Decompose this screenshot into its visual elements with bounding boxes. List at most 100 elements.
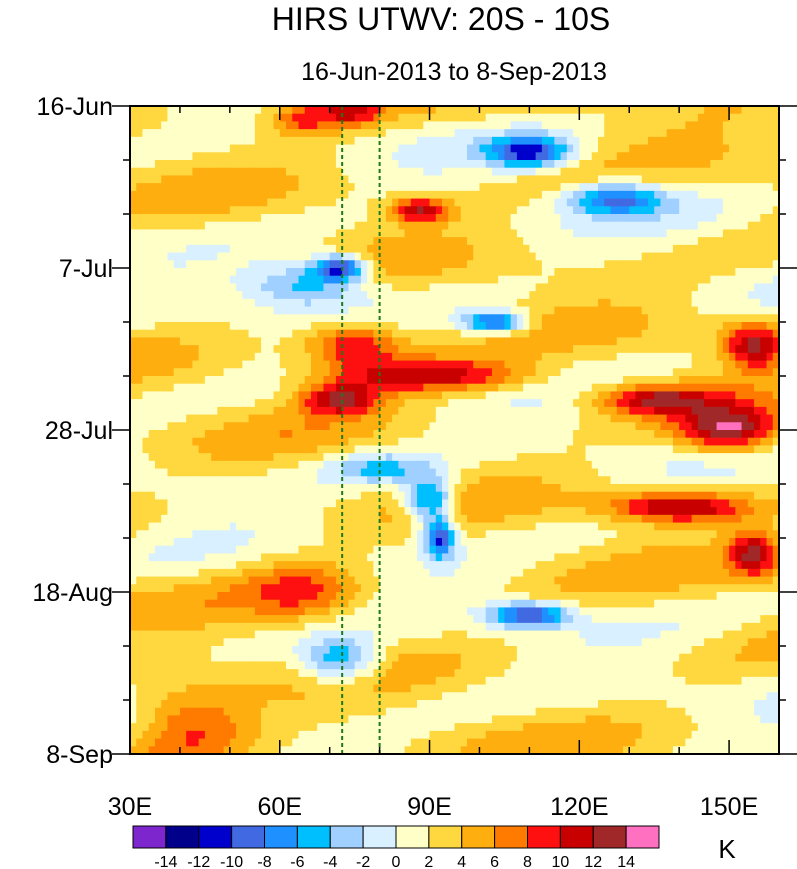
heatmap-cell — [392, 306, 399, 315]
heatmap-cell — [579, 298, 587, 308]
heatmap-cell — [385, 106, 393, 115]
heatmap-cell — [510, 167, 518, 177]
heatmap-cell — [498, 368, 506, 377]
heatmap-cell — [485, 337, 493, 346]
heatmap-cell — [142, 252, 150, 261]
heatmap-cell — [679, 445, 686, 454]
heatmap-cell — [329, 422, 337, 431]
heatmap-cell — [179, 322, 187, 331]
heatmap-cell — [342, 136, 350, 146]
heatmap-cell — [392, 275, 399, 285]
heatmap-cell — [154, 453, 162, 462]
heatmap-cell — [491, 144, 499, 153]
heatmap-cell — [161, 430, 169, 439]
heatmap-cell — [454, 368, 462, 377]
heatmap-cell — [573, 322, 580, 331]
heatmap-cell — [198, 129, 206, 138]
heatmap-cell — [161, 422, 169, 431]
heatmap-cell — [173, 113, 181, 123]
heatmap-cell — [454, 306, 462, 315]
heatmap-cell — [398, 352, 406, 362]
heatmap-cell — [335, 298, 343, 308]
heatmap-cell — [385, 453, 393, 462]
heatmap-cell — [641, 268, 649, 277]
heatmap-cell — [679, 399, 686, 408]
heatmap-cell — [298, 167, 306, 177]
heatmap-cell — [317, 237, 325, 246]
heatmap-cell — [691, 260, 699, 269]
heatmap-cell — [491, 244, 499, 254]
heatmap-cell — [585, 298, 593, 308]
heatmap-cell — [348, 391, 356, 400]
heatmap-cell — [516, 129, 524, 138]
heatmap-cell — [298, 275, 306, 285]
heatmap-cell — [217, 383, 225, 393]
heatmap-cell — [448, 221, 456, 231]
heatmap-cell — [604, 391, 612, 400]
heatmap-cell — [148, 121, 156, 130]
heatmap-cell — [392, 152, 399, 161]
heatmap-cell — [622, 298, 630, 308]
heatmap-cell — [211, 129, 218, 138]
heatmap-cell — [423, 136, 431, 146]
heatmap-cell — [217, 329, 225, 339]
heatmap-cell — [554, 206, 562, 215]
heatmap-cell — [342, 113, 350, 123]
heatmap-cell — [579, 414, 587, 423]
heatmap-cell — [417, 468, 424, 477]
heatmap-cell — [523, 468, 530, 477]
heatmap-cell — [329, 306, 337, 315]
heatmap-cell — [454, 383, 462, 393]
heatmap-cell — [229, 391, 237, 400]
heatmap-cell — [710, 229, 718, 238]
heatmap-cell — [579, 121, 587, 130]
heatmap-cell — [254, 229, 262, 238]
heatmap-cell — [454, 214, 462, 223]
heatmap-cell — [379, 152, 387, 161]
heatmap-cell — [179, 399, 187, 408]
heatmap-cell — [641, 144, 649, 153]
heatmap-cell — [404, 329, 412, 339]
heatmap-cell — [267, 144, 275, 153]
heatmap-cell — [598, 383, 605, 393]
heatmap-cell — [504, 453, 512, 462]
heatmap-cell — [491, 445, 499, 454]
heatmap-cell — [385, 121, 393, 130]
heatmap-cell — [691, 291, 699, 300]
heatmap-cell — [286, 113, 293, 123]
heatmap-cell — [360, 144, 368, 153]
heatmap-cell — [130, 229, 137, 238]
heatmap-cell — [348, 468, 356, 477]
heatmap-cell — [254, 291, 262, 300]
heatmap-cell — [647, 391, 655, 400]
heatmap-cell — [304, 453, 312, 462]
heatmap-cell — [248, 468, 256, 477]
heatmap-cell — [211, 136, 218, 146]
heatmap-cell — [392, 298, 399, 308]
heatmap-cell — [635, 275, 643, 285]
heatmap-cell — [491, 337, 499, 346]
heatmap-cell — [491, 345, 499, 354]
heatmap-cell — [236, 160, 243, 169]
heatmap-cell — [204, 121, 212, 130]
heatmap-cell — [279, 460, 287, 470]
heatmap-cell — [598, 152, 605, 161]
heatmap-cell — [211, 268, 218, 277]
heatmap-cell — [766, 167, 774, 177]
heatmap-cell — [148, 244, 156, 254]
heatmap-cell — [279, 206, 287, 215]
heatmap-cell — [148, 198, 156, 207]
heatmap-cell — [635, 391, 643, 400]
heatmap-cell — [373, 422, 381, 431]
heatmap-cell — [417, 268, 424, 277]
heatmap-cell — [616, 144, 624, 153]
heatmap-cell — [410, 221, 418, 231]
heatmap-cell — [554, 144, 562, 153]
heatmap-cell — [385, 468, 393, 477]
heatmap-cell — [379, 360, 387, 369]
heatmap-cell — [173, 144, 181, 153]
heatmap-cell — [354, 144, 362, 153]
heatmap-cell — [672, 337, 680, 346]
heatmap-cell — [392, 214, 399, 223]
heatmap-cell — [616, 113, 624, 123]
